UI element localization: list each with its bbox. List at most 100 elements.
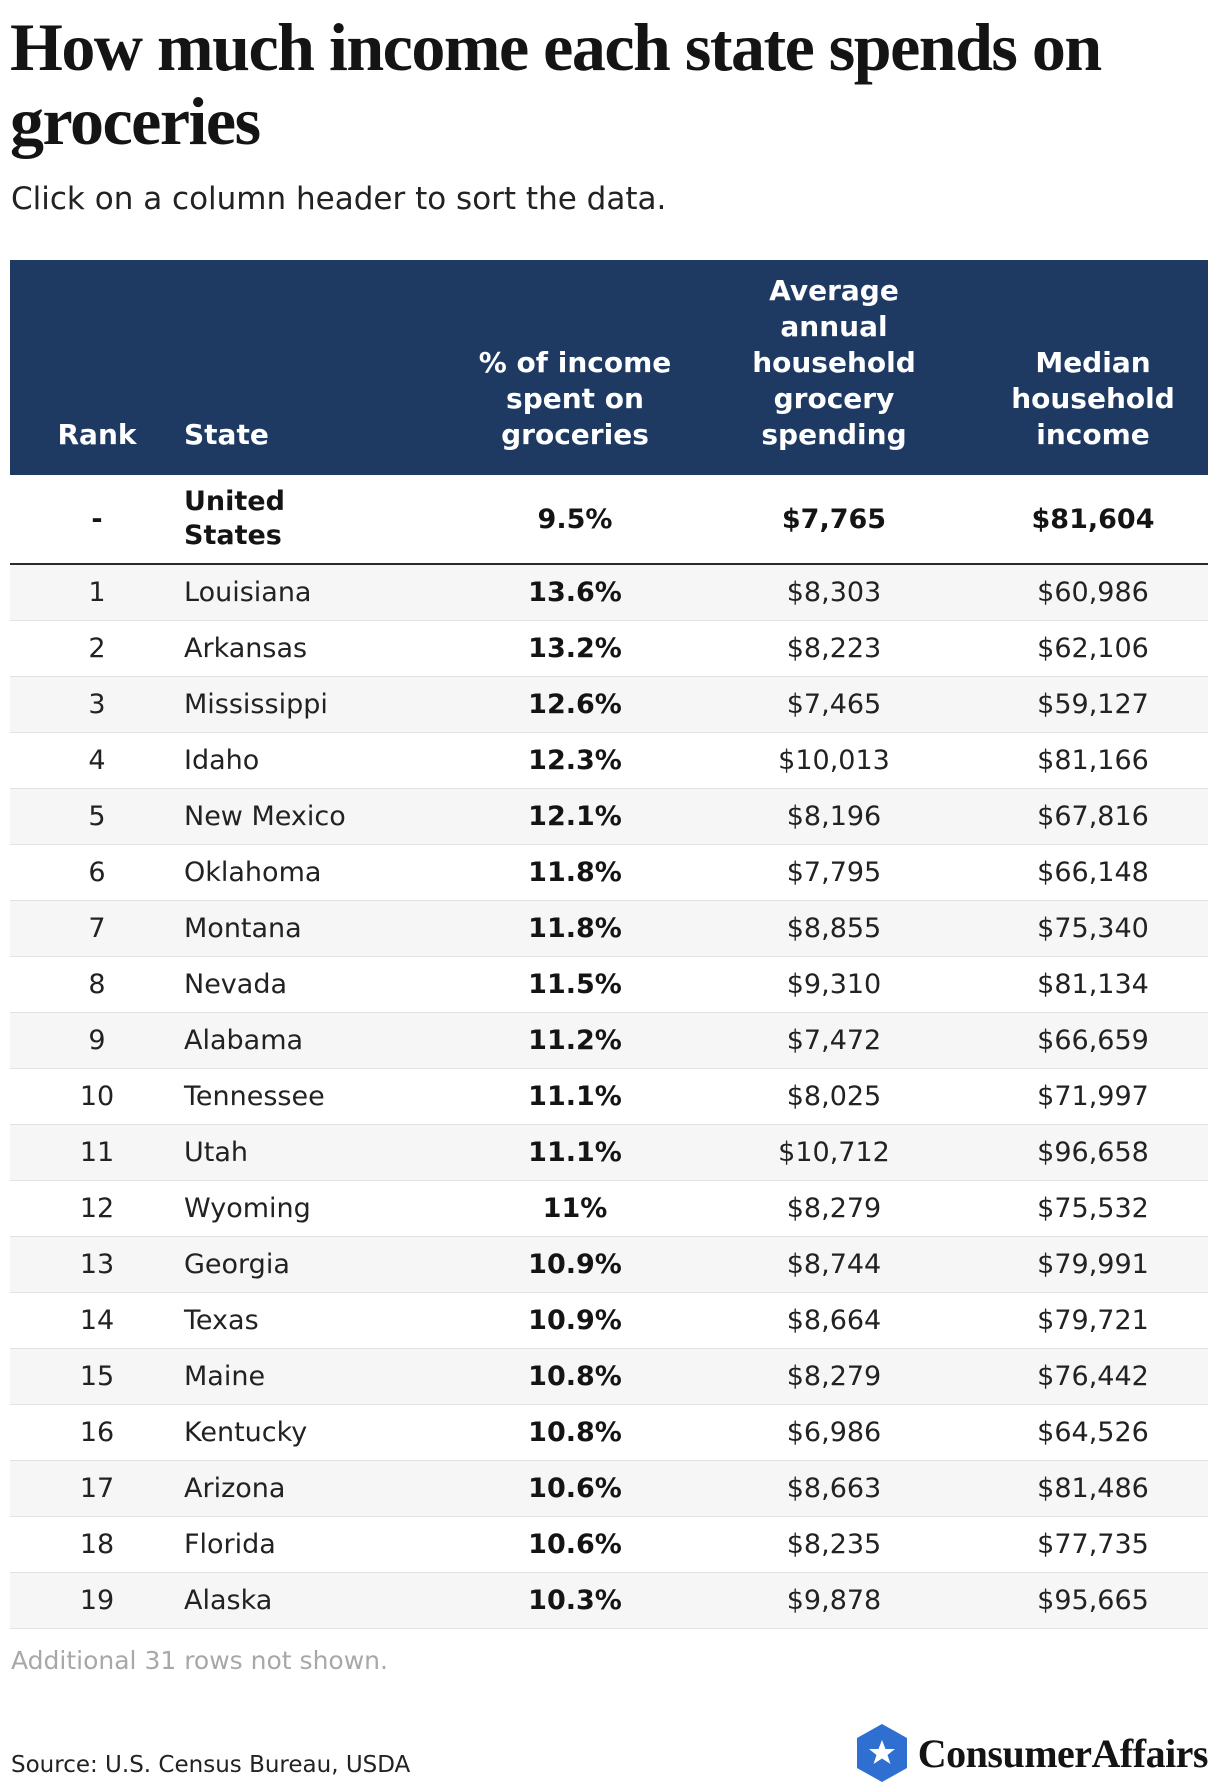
cell-median-income: $75,340 (1037, 913, 1149, 944)
table-row: 10 Tennessee 11.1% $8,025 $71,997 (10, 1069, 1208, 1125)
cell-avg-spending: $8,855 (786, 913, 882, 944)
cell-percent-income: 13.2% (528, 633, 622, 664)
cell-state: Louisiana (184, 577, 312, 608)
table-row: 17 Arizona 10.6% $8,663 $81,486 (10, 1461, 1208, 1517)
cell-avg-spending: $9,878 (786, 1585, 882, 1616)
cell-rank: 3 (88, 689, 106, 720)
cell-avg-spending: $8,196 (786, 801, 882, 832)
page-subtitle: Click on a column header to sort the dat… (11, 181, 667, 217)
column-header-rank[interactable]: Rank (57, 418, 137, 451)
cell-median-income: $64,526 (1037, 1417, 1149, 1448)
cell-percent-income: 11.5% (528, 969, 622, 1000)
cell-percent-income: 10.8% (528, 1361, 622, 1392)
cell-median-income: $75,532 (1037, 1193, 1149, 1224)
table-row: 19 Alaska 10.3% $9,878 $95,665 (10, 1573, 1208, 1629)
cell-percent-income: 11.1% (528, 1081, 622, 1112)
cell-percent-income: 10.9% (528, 1305, 622, 1336)
cell-median-income: $71,997 (1037, 1081, 1149, 1112)
cell-avg-spending: $8,744 (786, 1249, 882, 1280)
cell-rank: 18 (79, 1529, 115, 1560)
table-row: 16 Kentucky 10.8% $6,986 $64,526 (10, 1405, 1208, 1461)
cell-avg-spending: $8,025 (786, 1081, 882, 1112)
table-row: 4 Idaho 12.3% $10,013 $81,166 (10, 733, 1208, 789)
cell-state: Florida (184, 1529, 276, 1560)
table-row: 8 Nevada 11.5% $9,310 $81,134 (10, 957, 1208, 1013)
cell-percent-income: 9.5% (537, 503, 613, 535)
table-row: 5 New Mexico 12.1% $8,196 $67,816 (10, 789, 1208, 845)
cell-state: Utah (184, 1137, 249, 1168)
cell-percent-income: 12.6% (528, 689, 622, 720)
cell-percent-income: 10.3% (528, 1585, 622, 1616)
cell-percent-income: 13.6% (528, 577, 622, 608)
cell-avg-spending: $9,310 (786, 969, 882, 1000)
cell-percent-income: 10.6% (528, 1529, 622, 1560)
cell-rank: 14 (79, 1305, 115, 1336)
cell-median-income: $79,991 (1037, 1249, 1149, 1280)
cell-median-income: $67,816 (1037, 801, 1149, 832)
table-row: 12 Wyoming 11% $8,279 $75,532 (10, 1181, 1208, 1237)
column-header-percent-income[interactable]: % of income spent on groceries (478, 346, 672, 451)
page-title: How much income each state spends on gro… (10, 9, 1102, 159)
cell-median-income: $66,148 (1037, 857, 1149, 888)
cell-avg-spending: $10,013 (778, 745, 890, 776)
cell-state: Texas (184, 1305, 259, 1336)
table-row: 11 Utah 11.1% $10,712 $96,658 (10, 1125, 1208, 1181)
consumer-affairs-logo: ConsumerAffairs (854, 1722, 1209, 1784)
grocery-spending-table: Rank State % of income spent on grocerie… (10, 260, 1208, 1629)
table-row: 14 Texas 10.9% $8,664 $79,721 (10, 1293, 1208, 1349)
table-row: 13 Georgia 10.9% $8,744 $79,991 (10, 1237, 1208, 1293)
cell-percent-income: 11.2% (528, 1025, 622, 1056)
us-summary-row: - United States 9.5% $7,765 $81,604 (10, 475, 1208, 565)
table-body: 1 Louisiana 13.6% $8,303 $60,986 2 Arkansas 13.… (10, 565, 1208, 1629)
cell-state: Maine (184, 1361, 266, 1392)
cell-avg-spending: $7,465 (786, 689, 882, 720)
cell-rank: 5 (88, 801, 106, 832)
cell-median-income: $81,166 (1037, 745, 1149, 776)
table-row: 3 Mississippi 12.6% $7,465 $59,127 (10, 677, 1208, 733)
cell-percent-income: 10.8% (528, 1417, 622, 1448)
cell-state: Wyoming (184, 1193, 311, 1224)
cell-percent-income: 11% (542, 1193, 608, 1224)
cell-avg-spending: $8,279 (786, 1361, 882, 1392)
star-shield-icon (856, 1724, 907, 1782)
cell-median-income: $62,106 (1037, 633, 1149, 664)
column-header-median-income[interactable]: Median household income (1011, 346, 1175, 451)
column-header-avg-grocery-spending[interactable]: Average annual household grocery spendin… (752, 274, 916, 451)
cell-avg-spending: $7,765 (781, 503, 887, 535)
source-credit: Source: U.S. Census Bureau, USDA (11, 1752, 411, 1778)
cell-avg-spending: $8,303 (786, 577, 882, 608)
table-row: 1 Louisiana 13.6% $8,303 $60,986 (10, 565, 1208, 621)
cell-rank: 9 (88, 1025, 106, 1056)
cell-median-income: $76,442 (1037, 1361, 1149, 1392)
cell-avg-spending: $8,663 (786, 1473, 882, 1504)
cell-state: Nevada (184, 969, 288, 1000)
rows-hidden-note: Additional 31 rows not shown. (11, 1646, 388, 1675)
column-header-state[interactable]: State (184, 418, 269, 451)
cell-state: Idaho (184, 745, 260, 776)
cell-state: Tennessee (184, 1081, 325, 1112)
table-row: 2 Arkansas 13.2% $8,223 $62,106 (10, 621, 1208, 677)
cell-percent-income: 11.8% (528, 857, 622, 888)
cell-median-income: $81,486 (1037, 1473, 1149, 1504)
cell-median-income: $66,659 (1037, 1025, 1149, 1056)
cell-state: New Mexico (184, 801, 346, 832)
cell-state: Georgia (184, 1249, 290, 1280)
cell-state: Alaska (184, 1585, 273, 1616)
cell-median-income: $81,134 (1037, 969, 1149, 1000)
table-row: 15 Maine 10.8% $8,279 $76,442 (10, 1349, 1208, 1405)
cell-median-income: $59,127 (1037, 689, 1149, 720)
cell-percent-income: 11.8% (528, 913, 622, 944)
cell-rank: 12 (79, 1193, 115, 1224)
cell-percent-income: 12.3% (528, 745, 622, 776)
cell-rank: 8 (88, 969, 106, 1000)
cell-median-income: $81,604 (1031, 503, 1155, 535)
cell-avg-spending: $8,664 (786, 1305, 882, 1336)
cell-median-income: $77,735 (1037, 1529, 1149, 1560)
table-row: 18 Florida 10.6% $8,235 $77,735 (10, 1517, 1208, 1573)
cell-state: Kentucky (184, 1417, 308, 1448)
table-row: 7 Montana 11.8% $8,855 $75,340 (10, 901, 1208, 957)
cell-rank: 15 (79, 1361, 115, 1392)
cell-avg-spending: $6,986 (786, 1417, 882, 1448)
cell-avg-spending: $7,795 (786, 857, 882, 888)
cell-rank: 7 (88, 913, 106, 944)
